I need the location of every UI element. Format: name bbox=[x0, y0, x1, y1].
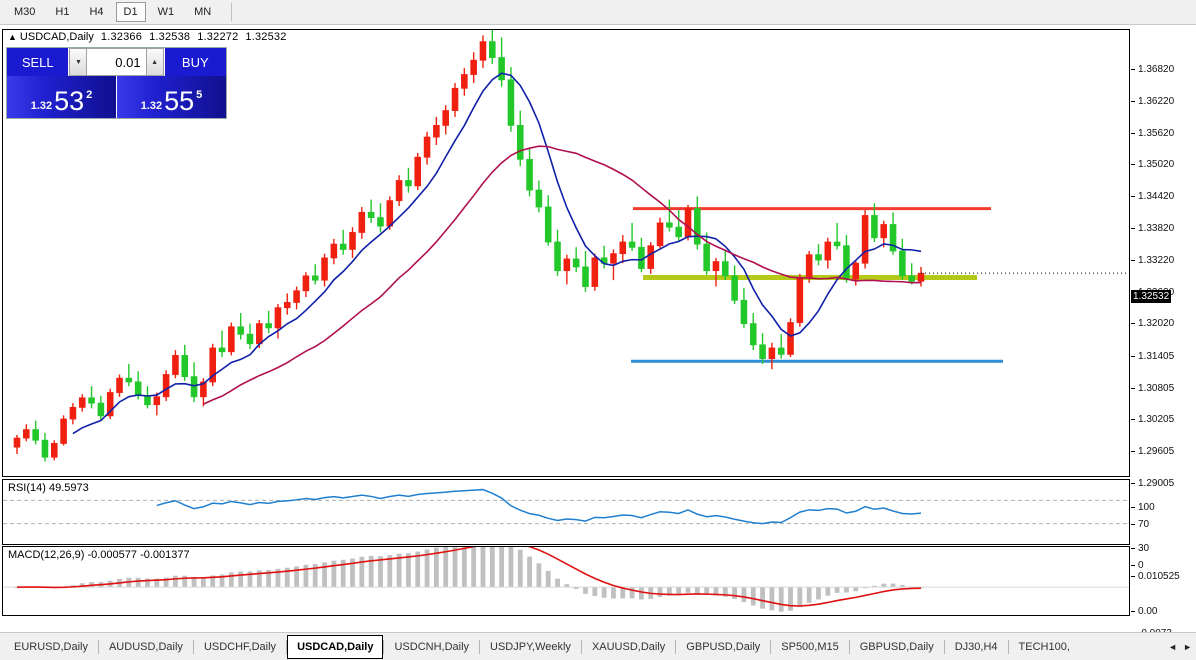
tab-divider bbox=[580, 639, 582, 654]
buy-price-fraction: 5 bbox=[196, 89, 203, 101]
quote-close: 1.32532 bbox=[245, 31, 287, 43]
timeframe-toolbar: M30 H1 H4 D1 W1 MN bbox=[0, 0, 1196, 25]
quote-high: 1.32538 bbox=[149, 31, 191, 43]
chart-tab-eurusd-daily[interactable]: EURUSD,Daily bbox=[14, 640, 88, 653]
rsi-tick: 0 bbox=[1131, 560, 1144, 571]
quote-open: 1.32366 bbox=[100, 31, 143, 43]
volume-increment-icon[interactable]: ▲ bbox=[145, 48, 164, 76]
buy-price-box[interactable]: 1.32 55 5 bbox=[117, 76, 226, 118]
price-tick: 1.29005 bbox=[1131, 478, 1174, 489]
tab-divider bbox=[286, 639, 288, 654]
price-tick: 1.31405 bbox=[1131, 351, 1174, 362]
rsi-tick: 70 bbox=[1131, 519, 1149, 530]
tab-divider bbox=[479, 639, 481, 654]
current-price-label: 1.32532 bbox=[1131, 290, 1172, 304]
buy-price-big: 55 bbox=[164, 86, 195, 116]
sell-button[interactable]: SELL bbox=[7, 48, 69, 76]
macd-label: MACD(12,26,9) -0.000577 -0.001377 bbox=[8, 549, 190, 561]
price-tick: 1.35620 bbox=[1131, 128, 1174, 139]
volume-decrement-icon[interactable]: ▼ bbox=[69, 48, 88, 76]
trade-panel-top-row: SELL ▼ 0.01 ▲ BUY bbox=[7, 48, 226, 76]
chart-area: ▲ USDCAD,Daily 1.32366 1.32538 1.32272 1.3253… bbox=[0, 25, 1196, 652]
quote-line: ▲ USDCAD,Daily 1.32366 1.32538 1.32272 1.3253… bbox=[8, 31, 287, 43]
timeframe-w1[interactable]: W1 bbox=[157, 6, 175, 18]
price-tick: 1.33820 bbox=[1131, 223, 1174, 234]
chart-tab-usdjpy-weekly[interactable]: USDJPY,Weekly bbox=[490, 640, 571, 653]
price-chart-svg bbox=[13, 30, 1129, 462]
chart-tab-gbpusd-daily[interactable]: GBPUSD,Daily bbox=[686, 640, 761, 653]
rsi-tick: 30 bbox=[1131, 543, 1149, 554]
chart-tab-tech100[interactable]: TECH100, bbox=[1018, 640, 1070, 653]
macd-histogram bbox=[14, 547, 924, 612]
price-tick: 1.33220 bbox=[1131, 255, 1174, 266]
tab-divider bbox=[770, 639, 772, 654]
rsi-line bbox=[156, 488, 922, 525]
chart-tab-xauusd-daily[interactable]: XAUUSD,Daily bbox=[591, 640, 666, 653]
price-tick: 1.36820 bbox=[1131, 64, 1174, 75]
rsi-chart-svg bbox=[3, 488, 1129, 525]
quote-low: 1.32272 bbox=[197, 31, 239, 43]
timeframe-d1[interactable]: D1 bbox=[115, 2, 146, 22]
timeframe-h1[interactable]: H1 bbox=[55, 6, 70, 18]
macd-tick: 0.010525 bbox=[1131, 571, 1180, 582]
tab-scroll-controls: ◄ ► bbox=[1168, 642, 1196, 652]
tab-divider bbox=[383, 639, 385, 654]
price-tick: 1.32020 bbox=[1131, 318, 1174, 329]
price-tick: 1.36220 bbox=[1131, 96, 1174, 107]
rsi-label: RSI(14) 49.5973 bbox=[8, 482, 89, 494]
toolbar-divider bbox=[231, 3, 233, 21]
price-tick: 1.30805 bbox=[1131, 383, 1174, 394]
macd-signal-line bbox=[16, 547, 922, 607]
tab-divider bbox=[97, 639, 99, 654]
rsi-tick: 100 bbox=[1131, 502, 1155, 513]
timeframe-h4[interactable]: H4 bbox=[89, 6, 104, 18]
chart-tab-gbpusd-daily[interactable]: GBPUSD,Daily bbox=[859, 640, 934, 653]
price-scale[interactable]: 1.36820 1.36220 1.35620 1.35020 1.34420 1.338… bbox=[1131, 54, 1195, 502]
slow-ma-line bbox=[203, 145, 922, 405]
macd-chart-svg bbox=[3, 547, 1129, 612]
timeframe-m30[interactable]: M30 bbox=[14, 6, 36, 18]
chart-tab-usdcad-daily[interactable]: USDCAD,Daily bbox=[287, 634, 384, 659]
sell-price-box[interactable]: 1.32 53 2 bbox=[7, 76, 116, 118]
tab-scroll-left-icon[interactable]: ◄ bbox=[1168, 641, 1178, 652]
price-tick: 1.35020 bbox=[1131, 159, 1174, 170]
chart-tab-sp500-m15[interactable]: SP500,M15 bbox=[781, 640, 839, 653]
rsi-scale: 100 70 30 0 bbox=[1131, 502, 1195, 571]
tab-divider bbox=[675, 639, 677, 654]
sell-price-prefix: 1.32 bbox=[30, 100, 53, 112]
price-tick: 1.34420 bbox=[1131, 191, 1174, 202]
volume-input[interactable]: 0.01 bbox=[87, 48, 146, 76]
macd-pane[interactable]: MACD(12,26,9) -0.000577 -0.001377 bbox=[2, 546, 1130, 616]
tab-divider bbox=[192, 639, 194, 654]
macd-tick: 0.00 bbox=[1131, 606, 1157, 617]
buy-price-prefix: 1.32 bbox=[140, 100, 163, 112]
tab-scroll-right-icon[interactable]: ► bbox=[1183, 641, 1192, 652]
fast-ma-line bbox=[72, 72, 922, 435]
collapse-triangle-icon[interactable]: ▲ bbox=[8, 32, 17, 42]
sell-price-fraction: 2 bbox=[86, 89, 93, 101]
trade-panel-price-row: 1.32 53 2 1.32 55 5 bbox=[7, 76, 226, 118]
timeframe-mn[interactable]: MN bbox=[194, 6, 212, 18]
price-tick: 1.30205 bbox=[1131, 414, 1174, 425]
one-click-trading-panel[interactable]: SELL ▼ 0.01 ▲ BUY 1.32 53 2 1.32 55 5 bbox=[6, 47, 227, 119]
price-tick: 1.29605 bbox=[1131, 446, 1174, 457]
rsi-pane[interactable]: RSI(14) 49.5973 bbox=[2, 479, 1130, 545]
tab-divider bbox=[943, 639, 945, 654]
chart-tab-usdcnh-daily[interactable]: USDCNH,Daily bbox=[394, 640, 470, 653]
volume-stepper[interactable]: ▼ 0.01 ▲ bbox=[68, 48, 165, 76]
chart-tab-dj30-h4[interactable]: DJ30,H4 bbox=[954, 640, 998, 653]
buy-button[interactable]: BUY bbox=[164, 48, 226, 76]
chart-tab-bar: EURUSD,Daily AUDUSD,Daily USDCHF,Daily USDC… bbox=[0, 632, 1196, 660]
chart-tab-audusd-daily[interactable]: AUDUSD,Daily bbox=[108, 640, 183, 653]
quote-symbol: USDCAD,Daily bbox=[19, 31, 94, 43]
tab-divider bbox=[848, 639, 850, 654]
sell-price-big: 53 bbox=[54, 86, 85, 116]
chart-tab-usdchf-daily[interactable]: USDCHF,Daily bbox=[203, 640, 277, 653]
tab-divider bbox=[1007, 639, 1009, 654]
